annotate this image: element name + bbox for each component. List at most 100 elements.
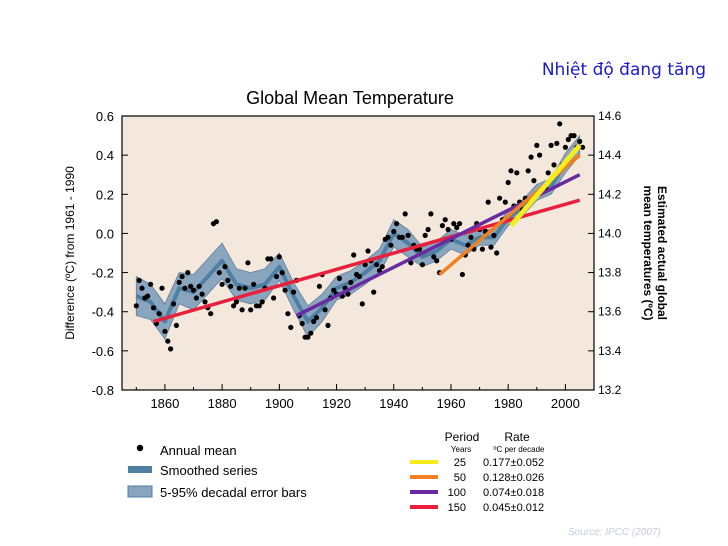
annual-mean-point xyxy=(537,152,543,158)
annual-mean-point xyxy=(528,154,534,160)
annual-mean-point xyxy=(454,225,460,231)
y-tick-label: 0.0 xyxy=(96,226,114,241)
annual-mean-point xyxy=(193,295,199,301)
annual-mean-point xyxy=(159,285,165,291)
annual-mean-point xyxy=(285,311,291,317)
annual-mean-point xyxy=(179,273,185,280)
annual-mean-point xyxy=(545,170,551,176)
annual-mean-point xyxy=(431,254,437,260)
trend-line-150y xyxy=(152,198,581,324)
annual-mean-point xyxy=(322,307,328,313)
annual-mean-point xyxy=(485,199,491,205)
annual-mean-point xyxy=(468,234,474,240)
annual-mean-point xyxy=(442,217,448,223)
x-tick-label: 1920 xyxy=(322,396,351,411)
annual-mean-point xyxy=(208,311,214,317)
annual-mean-point xyxy=(434,258,440,264)
annual-mean-point xyxy=(190,287,197,293)
annual-mean-point xyxy=(242,285,248,291)
annual-mean-point xyxy=(199,291,205,297)
annual-mean-point xyxy=(488,244,494,250)
y2-tick-label: 14.4 xyxy=(598,148,622,162)
annual-mean-point xyxy=(202,299,208,305)
annual-mean-point xyxy=(145,293,151,299)
x-tick-label: 1860 xyxy=(150,396,179,411)
legend-errorbar-label: 5-95% decadal error bars xyxy=(160,485,307,500)
annual-mean-point xyxy=(173,322,179,328)
annual-mean-point xyxy=(408,260,414,266)
annual-mean-point xyxy=(225,277,231,283)
annual-mean-point xyxy=(156,311,162,317)
x-tick-label: 1940 xyxy=(379,396,408,411)
annual-mean-point xyxy=(273,273,280,280)
annual-mean-point xyxy=(222,264,228,270)
annual-mean-point xyxy=(465,242,471,248)
annual-mean-point xyxy=(391,228,397,235)
annual-mean-point xyxy=(494,250,500,256)
annual-mean-point xyxy=(176,279,182,285)
annual-mean-point xyxy=(239,307,245,313)
trend-rate-25: 0.177±0.052 xyxy=(483,457,544,469)
y-tick-label: 0.6 xyxy=(96,109,114,124)
annual-mean-point xyxy=(428,211,434,217)
annual-mean-point xyxy=(534,142,540,148)
annual-mean-point xyxy=(136,277,142,283)
annual-mean-point xyxy=(216,270,222,276)
annual-mean-point xyxy=(531,178,537,184)
trend-period-150: 150 xyxy=(448,502,466,514)
annual-mean-point xyxy=(168,346,174,352)
trend-rate-150: 0.045±0.012 xyxy=(483,502,544,514)
annual-mean-point xyxy=(385,234,391,240)
y-tick-label: -0.4 xyxy=(92,305,114,320)
annual-mean-point xyxy=(419,262,425,268)
annual-mean-point xyxy=(248,307,254,313)
annual-mean-point xyxy=(133,303,139,309)
x-tick-label: 2000 xyxy=(551,396,580,411)
y2-tick-label: 13.2 xyxy=(598,383,622,397)
rate-unit: ºC per decade xyxy=(494,445,546,454)
annual-mean-point xyxy=(394,221,400,227)
annual-mean-point xyxy=(196,283,202,289)
annual-mean-point xyxy=(182,285,188,291)
annual-mean-point xyxy=(251,281,257,287)
annual-mean-point xyxy=(405,232,411,238)
annual-mean-point xyxy=(316,283,322,289)
annual-mean-point xyxy=(580,144,586,150)
annual-mean-point xyxy=(233,299,239,305)
y2-axis-label-line1: Estimated actual global xyxy=(655,186,669,320)
annual-mean-point xyxy=(359,301,365,307)
annual-mean-point xyxy=(231,303,237,309)
chart-title: Global Mean Temperature xyxy=(246,88,454,108)
x-tick-label: 1980 xyxy=(494,396,523,411)
annual-mean-point xyxy=(188,283,194,289)
trend-rate-100: 0.074±0.018 xyxy=(483,487,544,499)
annual-mean-point xyxy=(150,305,157,311)
y2-tick-label: 13.6 xyxy=(598,305,622,319)
legend-smoothed-swatch xyxy=(128,466,152,473)
annual-mean-point xyxy=(308,330,314,336)
annual-mean-point xyxy=(305,334,311,340)
annual-mean-point xyxy=(554,140,560,146)
annual-mean-point xyxy=(459,271,465,278)
source-credit: Source: IPCC (2007) xyxy=(568,527,661,538)
annual-mean-point xyxy=(162,328,168,334)
annual-mean-point xyxy=(557,121,563,127)
annual-mean-point xyxy=(276,254,282,260)
annual-mean-point xyxy=(165,338,171,344)
y-tick-label: 0.2 xyxy=(96,187,114,202)
y-tick-label: 0.4 xyxy=(96,148,114,163)
annual-mean-point xyxy=(548,142,554,148)
annual-mean-point xyxy=(508,168,514,174)
trend-line-25y xyxy=(509,143,582,228)
trend-rate-50: 0.128±0.026 xyxy=(483,472,544,484)
annual-mean-point xyxy=(457,221,463,227)
annual-mean-point xyxy=(325,322,331,328)
x-tick-label: 1960 xyxy=(437,396,466,411)
annual-mean-point xyxy=(525,168,531,174)
period-unit: Years xyxy=(451,445,471,454)
annual-mean-point xyxy=(502,199,508,205)
y-tick-label: -0.2 xyxy=(92,266,114,281)
annual-mean-point xyxy=(445,226,451,233)
plot-frame xyxy=(121,115,595,391)
y2-tick-label: 14.0 xyxy=(598,226,622,240)
